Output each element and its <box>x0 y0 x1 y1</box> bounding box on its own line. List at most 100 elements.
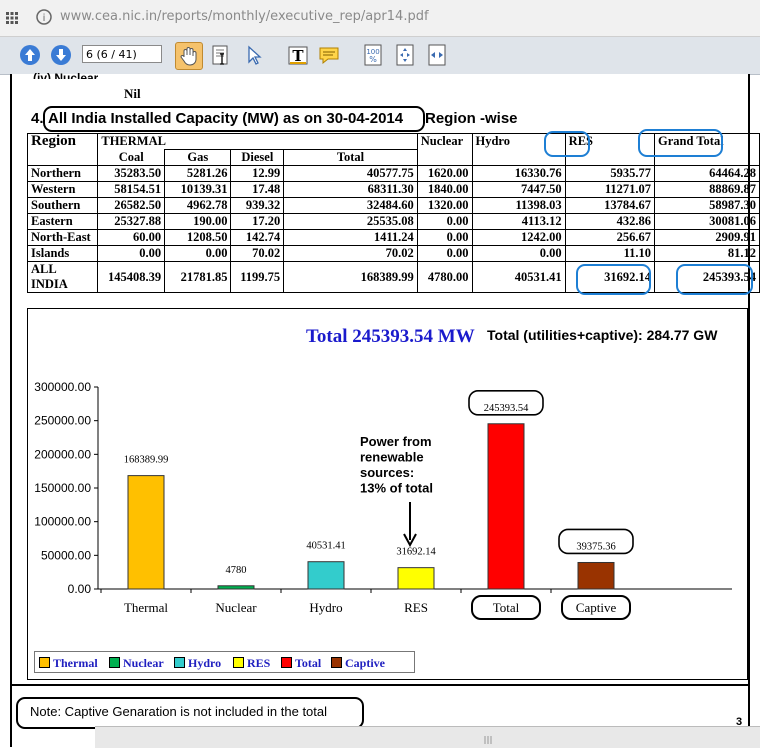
capacity-table: Region THERMAL Nuclear Hydro RES Grand T… <box>26 133 760 293</box>
scroll-grip-icon[interactable] <box>483 732 493 744</box>
category-label: Nuclear <box>215 600 257 615</box>
annotation-arrow-head <box>403 533 417 548</box>
bar-total <box>487 423 525 590</box>
cell-nuclear: 1620.00 <box>416 165 473 182</box>
select-tool-button[interactable] <box>240 42 266 68</box>
res-total-highlight <box>576 264 651 295</box>
fit-page-button[interactable] <box>392 42 418 68</box>
text-select-icon <box>212 45 228 65</box>
legend-label: Nuclear <box>123 656 164 670</box>
cell-diesel: 939.32 <box>230 197 285 214</box>
cell-gas: 190.00 <box>164 213 232 230</box>
grand-total-value-highlight <box>676 264 753 295</box>
y-tick-label: 300000.00 <box>34 380 91 394</box>
cursor-arrow-icon <box>248 45 262 65</box>
annotation-text: renewable <box>360 450 424 465</box>
data-label-highlight-oval <box>468 389 544 416</box>
fit-width-button[interactable] <box>424 42 450 68</box>
category-label: RES <box>404 600 428 615</box>
data-label: 4780 <box>226 565 247 576</box>
svg-text:T: T <box>292 47 304 65</box>
header-nuclear: Nuclear <box>416 133 473 166</box>
legend-item: Thermal <box>39 656 98 671</box>
cell-nuclear: 4780.00 <box>416 261 473 293</box>
cell-region: Southern <box>26 197 99 214</box>
cell-region: Islands <box>26 245 99 262</box>
page-number-input[interactable]: 6 (6 / 41) <box>82 45 162 63</box>
chart-title: Total 245393.54 MW <box>306 326 475 347</box>
cell-diesel: 1199.75 <box>230 261 285 293</box>
fit-page-icon <box>396 44 414 66</box>
select-text-button[interactable] <box>208 42 234 68</box>
chart-subtitle: Total (utilities+captive): 284.77 GW <box>487 327 718 343</box>
cell-res: 11.10 <box>564 245 656 262</box>
category-label: Total <box>493 600 520 615</box>
legend-label: RES <box>247 656 271 670</box>
legend-swatch <box>109 657 120 668</box>
legend-label: Thermal <box>53 656 98 670</box>
cell-coal: 145408.39 <box>97 261 166 293</box>
cell-hydro: 1242.00 <box>471 229 566 246</box>
cell-res: 5935.77 <box>564 165 656 182</box>
section-number: 4. <box>31 110 44 127</box>
svg-text:100: 100 <box>366 48 379 56</box>
cell-region: ALL INDIA <box>26 261 99 293</box>
legend-label: Hydro <box>188 656 222 670</box>
cell-grand: 30081.06 <box>654 213 760 230</box>
legend-label: Total <box>295 656 322 670</box>
url-text[interactable]: www.cea.nic.in/reports/monthly/executive… <box>60 9 429 24</box>
svg-text:%: % <box>369 55 377 64</box>
category-label: Captive <box>576 600 617 615</box>
apps-grid-icon[interactable] <box>6 12 18 24</box>
zoom-percent-button[interactable]: 100% <box>360 42 386 68</box>
res-header-highlight <box>544 131 590 157</box>
hand-tool-button[interactable] <box>175 42 203 70</box>
legend-item: Total <box>281 656 321 671</box>
page-info-icon[interactable]: i <box>36 9 52 25</box>
category-label: Thermal <box>124 600 168 615</box>
next-page-button[interactable] <box>48 42 74 68</box>
cell-nuclear: 1840.00 <box>416 181 473 198</box>
category-highlight-oval <box>471 595 541 620</box>
address-bar: i www.cea.nic.in/reports/monthly/executi… <box>0 0 760 37</box>
section-title: All India Installed Capacity (MW) as on … <box>48 110 404 127</box>
data-label-highlight-oval <box>558 528 634 555</box>
bar-nuclear <box>217 585 255 590</box>
y-tick-label: 200000.00 <box>34 447 91 461</box>
header-thermal: THERMAL <box>97 133 418 150</box>
data-label: 40531.41 <box>306 541 345 552</box>
data-label: 39375.36 <box>576 541 615 552</box>
hand-icon <box>180 47 197 66</box>
legend-item: RES <box>233 656 270 671</box>
previous-heading: (iv) Nuclear <box>33 71 99 79</box>
nil-text: Nil <box>124 86 141 101</box>
bar-captive <box>577 561 615 590</box>
data-label: 245393.54 <box>484 403 529 414</box>
data-label: 168389.99 <box>124 455 169 466</box>
legend-label: Captive <box>345 656 385 670</box>
annotation-text: sources: <box>360 465 414 480</box>
legend-swatch <box>331 657 342 668</box>
page-number: 3 <box>736 716 743 726</box>
legend-swatch <box>281 657 292 668</box>
y-tick-label: 150000.00 <box>34 481 91 495</box>
table-row: Eastern 25327.88 190.00 17.20 25535.08 0.00 41… <box>26 213 760 230</box>
title-highlight-oval <box>43 106 425 132</box>
table-row: ALL INDIA 145408.39 21781.85 1199.75 168389.… <box>26 261 760 293</box>
cell-region: Eastern <box>26 213 99 230</box>
header-grand-total: Grand Total <box>654 133 760 166</box>
grand-total-header-highlight <box>638 129 723 157</box>
horizontal-scrollbar[interactable] <box>95 726 760 748</box>
note-frame <box>10 684 750 726</box>
arrow-down-icon <box>51 45 71 65</box>
legend-swatch <box>39 657 50 668</box>
note-text: Note: Captive Genaration is not included… <box>30 704 328 719</box>
cell-coal: 25327.88 <box>97 213 166 230</box>
typewriter-button[interactable]: T <box>285 42 311 68</box>
prev-page-button[interactable] <box>17 42 43 68</box>
cell-hydro: 0.00 <box>471 245 566 262</box>
header-region: Region <box>26 133 99 166</box>
chart-frame <box>27 308 748 680</box>
comment-button[interactable] <box>316 42 342 68</box>
